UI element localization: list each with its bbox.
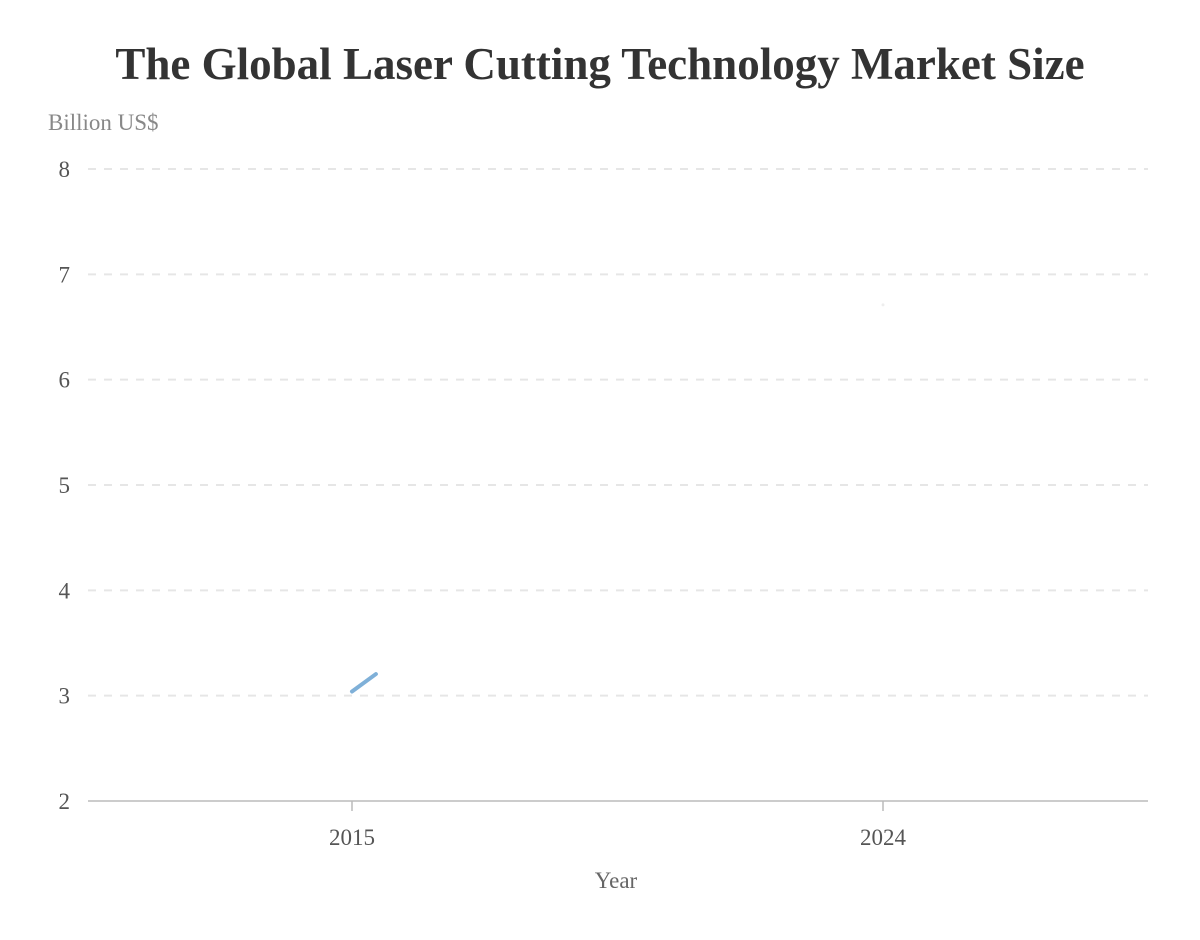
y-tick-label: 5 — [59, 473, 71, 498]
y-tick-label: 6 — [59, 368, 71, 393]
y-tick-label: 4 — [59, 578, 71, 603]
y-tick-label: 7 — [59, 262, 71, 287]
y-tick-label: 3 — [59, 684, 71, 709]
chart-title: The Global Laser Cutting Technology Mark… — [115, 39, 1085, 89]
y-tick-label: 2 — [59, 789, 71, 814]
y-tick-label: 8 — [59, 157, 71, 182]
series-line — [350, 672, 378, 694]
x-tick-label: 2024 — [860, 825, 907, 850]
x-tick-label: 2015 — [329, 825, 375, 850]
data-point — [881, 303, 885, 307]
y-axis-label: Billion US$ — [48, 110, 159, 135]
x-axis-label: Year — [595, 868, 638, 893]
